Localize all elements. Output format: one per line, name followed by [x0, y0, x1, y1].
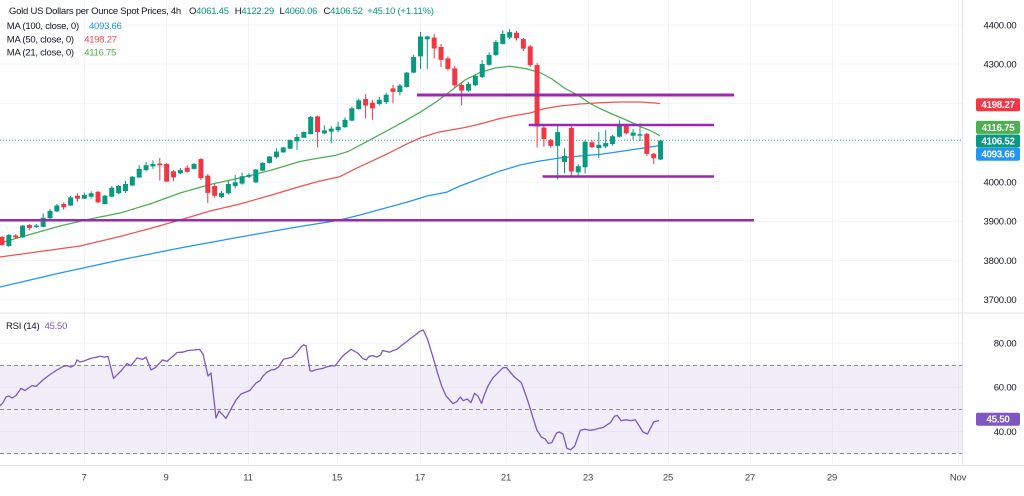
svg-text:H4122.29: H4122.29 — [235, 6, 274, 17]
svg-text:17: 17 — [415, 472, 425, 483]
svg-text:4400.00: 4400.00 — [984, 20, 1017, 31]
svg-text:MA (50, close, 0)4198.27: MA (50, close, 0) 4198.27 — [7, 34, 117, 45]
svg-text:21: 21 — [501, 472, 511, 483]
svg-text:25: 25 — [663, 472, 673, 483]
svg-text:15: 15 — [332, 472, 342, 483]
svg-text:3900.00: 3900.00 — [984, 217, 1017, 228]
svg-text:Nov: Nov — [950, 472, 967, 483]
svg-text:3800.00: 3800.00 — [984, 256, 1017, 267]
svg-text:9: 9 — [163, 472, 168, 483]
svg-text:C4106.52: C4106.52 — [324, 6, 363, 17]
svg-text:+45.10 (+1.11%): +45.10 (+1.11%) — [367, 6, 433, 17]
svg-text:RSI (14)45.50: RSI (14) 45.50 — [6, 321, 67, 332]
svg-text:7: 7 — [81, 472, 86, 483]
svg-text:27: 27 — [745, 472, 755, 483]
svg-text:4198.27: 4198.27 — [981, 100, 1015, 111]
svg-text:40.00: 40.00 — [994, 427, 1017, 438]
svg-text:O4061.45: O4061.45 — [189, 6, 229, 17]
svg-text:4116.75: 4116.75 — [982, 123, 1016, 134]
svg-text:3700.00: 3700.00 — [984, 295, 1017, 306]
svg-text:45.50: 45.50 — [986, 415, 1010, 426]
svg-text:11: 11 — [243, 472, 252, 483]
svg-text:4300.00: 4300.00 — [984, 59, 1017, 70]
svg-text:23: 23 — [583, 472, 593, 483]
svg-text:4106.52: 4106.52 — [981, 136, 1015, 147]
svg-text:Gold US Dollars per Ounce Spot: Gold US Dollars per Ounce Spot Prices, 4… — [9, 6, 181, 17]
svg-text:60.00: 60.00 — [994, 383, 1017, 394]
svg-text:L4060.06: L4060.06 — [280, 6, 318, 17]
svg-text:4093.66: 4093.66 — [981, 150, 1015, 161]
svg-text:80.00: 80.00 — [994, 339, 1017, 350]
svg-text:4000.00: 4000.00 — [984, 177, 1017, 188]
svg-text:MA (100, close, 0)4093.66: MA (100, close, 0) 4093.66 — [7, 21, 122, 32]
svg-text:29: 29 — [827, 472, 837, 483]
svg-text:MA (21, close, 0)4116.75: MA (21, close, 0) 4116.75 — [7, 48, 116, 59]
